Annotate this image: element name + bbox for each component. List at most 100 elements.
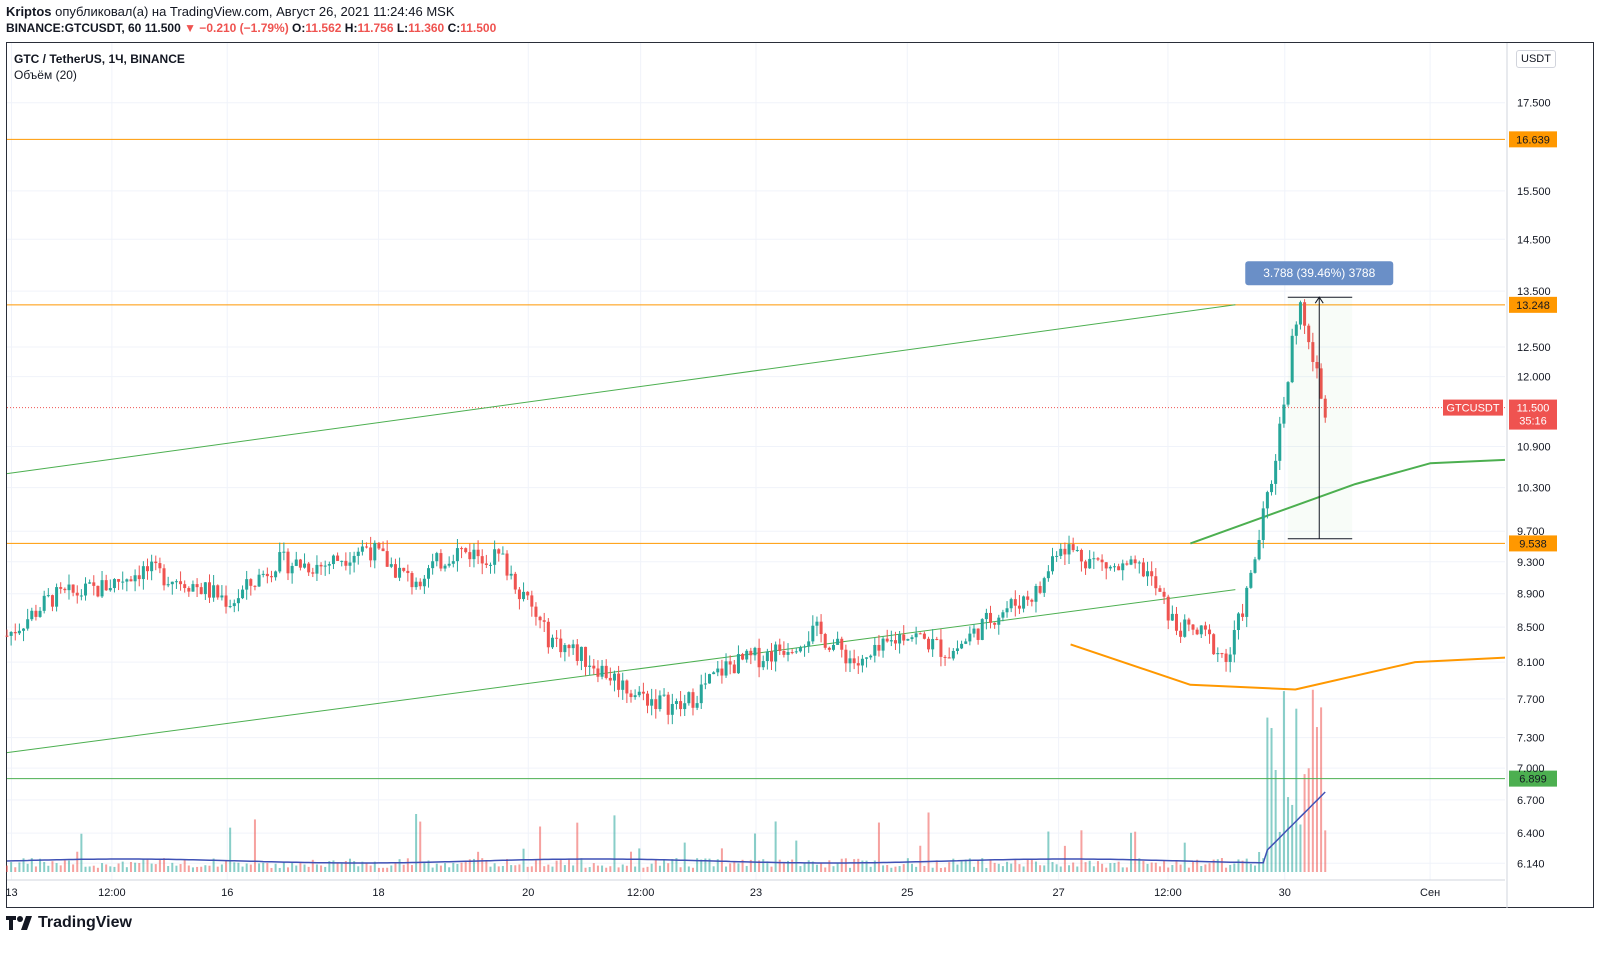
candle-body bbox=[1117, 566, 1121, 571]
price-tick-label: 6.700 bbox=[1517, 795, 1545, 807]
candle-body bbox=[960, 643, 964, 649]
price-tick-label: 8.900 bbox=[1517, 589, 1545, 601]
candle-body bbox=[836, 638, 840, 645]
volume-bar bbox=[472, 858, 475, 872]
volume-bar bbox=[493, 863, 496, 872]
candle-body bbox=[1071, 544, 1075, 551]
volume-bar bbox=[340, 863, 343, 872]
candle-body bbox=[600, 665, 604, 677]
volume-bar bbox=[778, 859, 781, 872]
candle-body bbox=[121, 581, 125, 583]
volume-bar bbox=[977, 860, 980, 872]
candle-body bbox=[435, 553, 439, 562]
candle-body bbox=[253, 585, 257, 587]
volume-bar bbox=[150, 863, 153, 872]
candle-body bbox=[406, 570, 410, 574]
candle-body bbox=[1245, 587, 1249, 617]
candle-body bbox=[1075, 549, 1079, 551]
candle-body bbox=[307, 563, 311, 573]
candle-body bbox=[906, 639, 910, 641]
candle-body bbox=[290, 565, 294, 574]
symbol-tag-box bbox=[1443, 399, 1503, 416]
volume-bar bbox=[514, 865, 517, 872]
volume-bar bbox=[609, 866, 612, 872]
candle-body bbox=[674, 701, 678, 704]
candle-body bbox=[1323, 398, 1327, 418]
volume-bar bbox=[902, 864, 905, 872]
volume-bar bbox=[877, 822, 880, 872]
candle-body bbox=[889, 640, 893, 642]
candle-body bbox=[778, 644, 782, 651]
candle-body bbox=[712, 672, 716, 675]
volume-bar bbox=[873, 860, 876, 872]
volume-bar bbox=[419, 821, 422, 872]
candle-body bbox=[1261, 508, 1265, 540]
volume-bar bbox=[1262, 858, 1265, 872]
volume-bar bbox=[1088, 860, 1091, 872]
candle-body bbox=[931, 638, 935, 650]
candle-body bbox=[447, 563, 451, 566]
candle-body bbox=[865, 657, 869, 659]
volume-bar bbox=[1282, 691, 1285, 872]
candle-body bbox=[484, 563, 488, 565]
volume-bar bbox=[208, 865, 211, 872]
candle-body bbox=[860, 658, 864, 666]
tradingview-logo[interactable]: TradingView bbox=[6, 914, 132, 932]
volume-bar bbox=[121, 861, 124, 872]
volume-bar bbox=[1175, 860, 1178, 872]
candle-body bbox=[703, 683, 707, 685]
time-tick-label: 13 bbox=[5, 887, 17, 899]
candle-body bbox=[1108, 566, 1112, 569]
candle-body bbox=[782, 650, 786, 655]
candle-body bbox=[885, 638, 889, 642]
chart-grid bbox=[7, 43, 1505, 880]
volume-bar bbox=[1022, 866, 1025, 872]
candle-body bbox=[1315, 361, 1319, 369]
volume-bar bbox=[142, 859, 145, 872]
volume-bar bbox=[725, 866, 728, 872]
volume-bar bbox=[1150, 862, 1153, 872]
volume-bar bbox=[741, 859, 744, 872]
candle-body bbox=[679, 701, 683, 710]
level-price-label: 9.538 bbox=[1519, 538, 1547, 550]
candle-body bbox=[224, 595, 228, 607]
trend-channel bbox=[6, 304, 1236, 754]
volume-bar bbox=[919, 845, 922, 872]
volume-bar bbox=[233, 862, 236, 872]
candle-body bbox=[555, 637, 559, 639]
volume-bar bbox=[1291, 804, 1294, 872]
candle-body bbox=[315, 564, 319, 574]
candle-body bbox=[1253, 559, 1257, 573]
chart-frame bbox=[6, 42, 1594, 908]
volume-bar bbox=[369, 865, 372, 872]
candle-body bbox=[1265, 492, 1269, 509]
last-price-label: 11.500 bbox=[1517, 403, 1550, 415]
volume-bar bbox=[377, 867, 380, 872]
candle-body bbox=[373, 542, 377, 561]
volume-bar bbox=[39, 858, 42, 872]
volume-bar bbox=[935, 860, 938, 872]
volume-bar bbox=[972, 866, 975, 872]
volume-bar bbox=[1105, 867, 1108, 872]
volume-bar bbox=[1121, 867, 1124, 872]
volume-bar bbox=[51, 861, 54, 872]
projection-path bbox=[1070, 643, 1506, 691]
volume-bar bbox=[997, 863, 1000, 872]
volume-bar bbox=[551, 866, 554, 872]
candle-body bbox=[612, 673, 616, 681]
currency-unit-button[interactable]: USDT bbox=[1516, 50, 1556, 68]
measure-area bbox=[1287, 297, 1353, 539]
level-price-tag bbox=[1509, 535, 1557, 552]
candle-body bbox=[92, 582, 96, 586]
volume-bar bbox=[1146, 863, 1149, 872]
volume-bar bbox=[72, 864, 75, 872]
candle-body bbox=[1232, 630, 1236, 655]
candle-body bbox=[1249, 572, 1253, 588]
candle-body bbox=[137, 575, 141, 580]
candle-body bbox=[637, 691, 641, 696]
volume-bar bbox=[10, 862, 13, 872]
level-price-tag bbox=[1509, 296, 1557, 313]
candle-body bbox=[146, 566, 150, 572]
